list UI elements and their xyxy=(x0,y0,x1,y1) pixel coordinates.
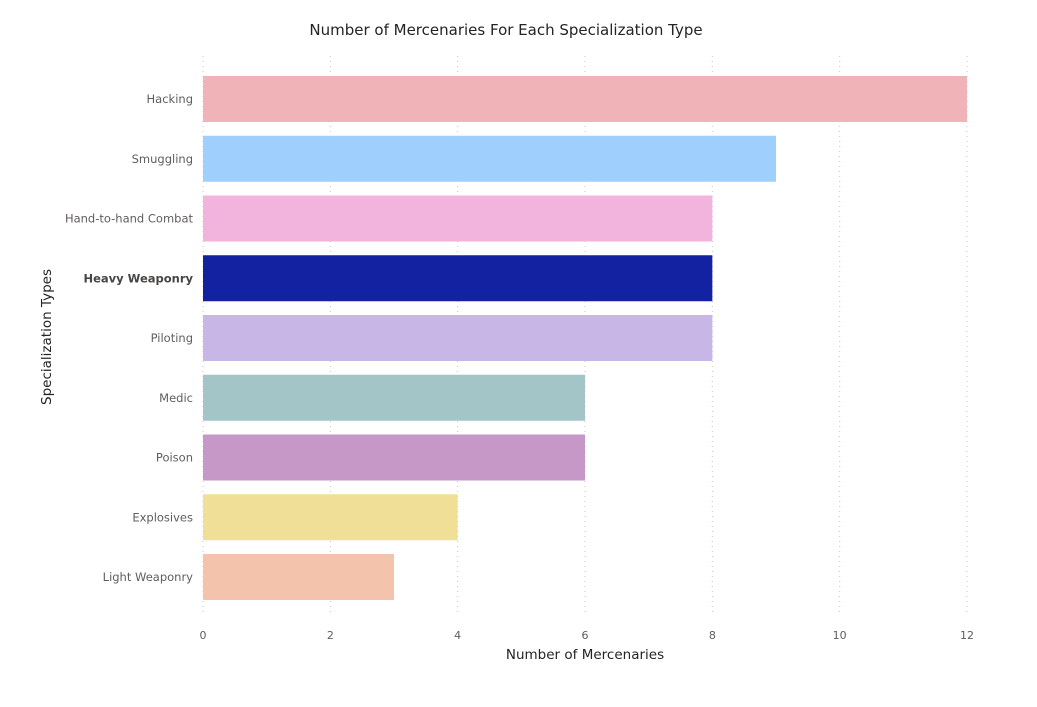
x-axis-title: Number of Mercenaries xyxy=(506,647,664,663)
bar[interactable] xyxy=(203,76,967,122)
x-tick-label: 10 xyxy=(833,629,847,642)
bar[interactable] xyxy=(203,554,394,600)
bar[interactable] xyxy=(203,434,585,481)
bar[interactable] xyxy=(203,255,713,302)
category-label: Hacking xyxy=(147,92,193,106)
category-label: Heavy Weaponry xyxy=(83,271,193,285)
category-labels: Hacking Smuggling Hand-to-hand Combat Heavy… xyxy=(65,92,194,584)
category-label: Medic xyxy=(159,391,193,405)
x-tick-label: 4 xyxy=(454,629,461,642)
x-tick-label: 8 xyxy=(709,629,716,642)
chart-title: Number of Mercenaries For Each Specializ… xyxy=(309,21,702,39)
category-label: Hand-to-hand Combat xyxy=(65,212,194,226)
bar[interactable] xyxy=(203,315,713,361)
x-tick-label: 12 xyxy=(960,629,974,642)
bar[interactable] xyxy=(203,494,458,541)
y-axis-title: Specialization Types xyxy=(39,269,55,405)
category-label: Smuggling xyxy=(132,152,193,166)
x-tick-labels: 0 2 4 6 8 10 12 xyxy=(200,629,975,642)
category-label: Piloting xyxy=(151,331,193,345)
x-tick-label: 0 xyxy=(200,629,207,642)
bar[interactable] xyxy=(203,135,776,182)
bar[interactable] xyxy=(203,195,713,242)
bar[interactable] xyxy=(203,374,585,421)
x-tick-label: 2 xyxy=(327,629,334,642)
category-label: Explosives xyxy=(132,510,193,524)
bars xyxy=(203,76,967,600)
category-label: Poison xyxy=(156,451,193,465)
category-label: Light Weaponry xyxy=(103,570,194,584)
x-tick-label: 6 xyxy=(582,629,589,642)
